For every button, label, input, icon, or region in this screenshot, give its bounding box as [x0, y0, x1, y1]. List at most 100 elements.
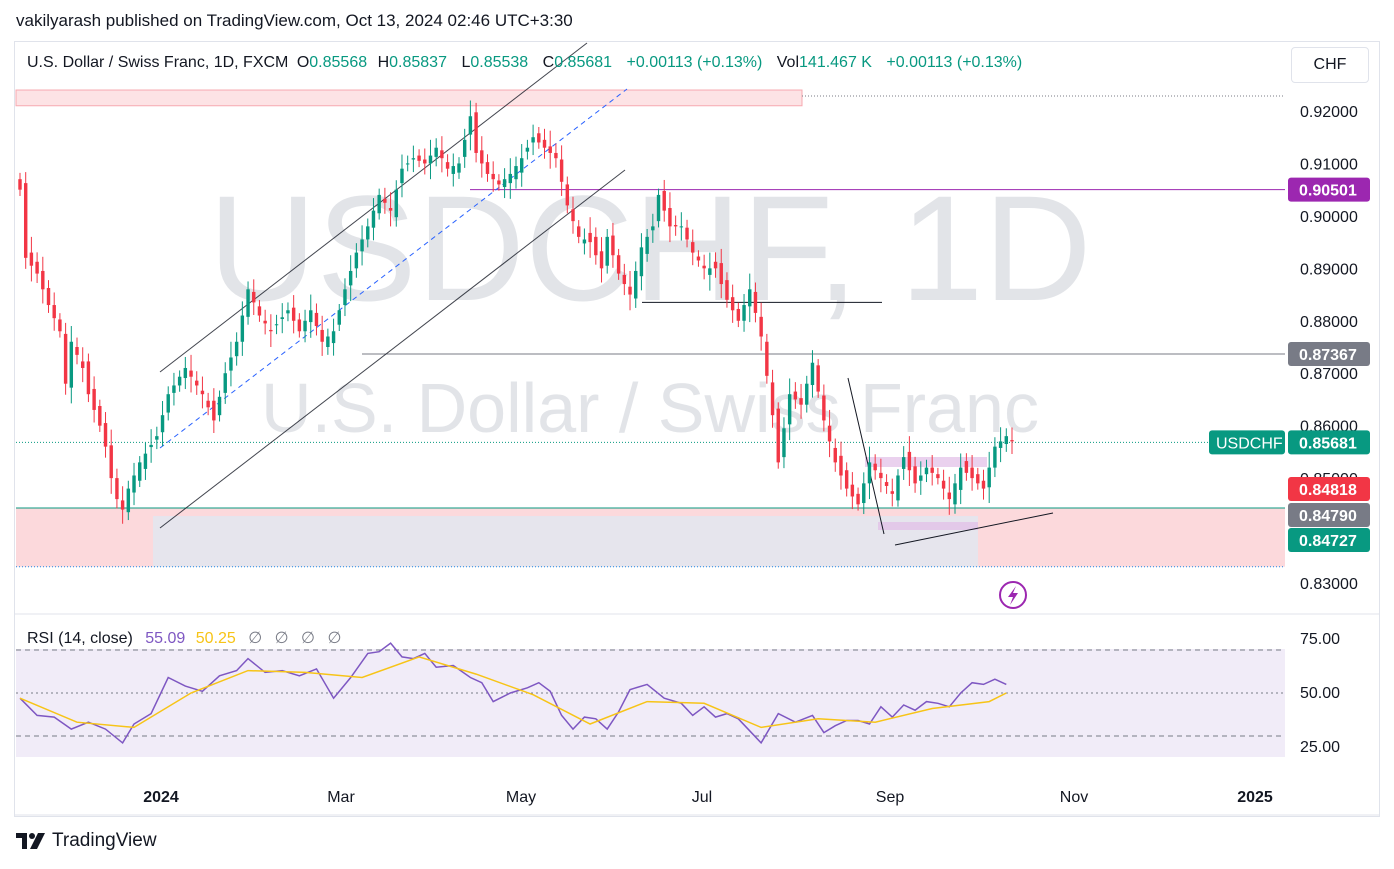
symbol-legend: U.S. Dollar / Swiss Franc, 1D, FXCM O0.8…: [27, 54, 1026, 72]
price-tag-label: 0.87367: [1299, 347, 1357, 364]
candle-body: [177, 376, 182, 386]
candle-body: [759, 316, 763, 337]
candle-body: [417, 155, 421, 161]
price-tag-label: 0.85681: [1299, 435, 1357, 452]
candle-body: [947, 492, 951, 500]
candle-body: [149, 444, 153, 448]
candle-body: [559, 159, 564, 182]
candle-body: [423, 159, 427, 164]
rsi-ma-value: 50.25: [195, 630, 236, 647]
candle-body: [998, 441, 1003, 448]
price-tag-label: 0.84790: [1299, 508, 1357, 525]
support-zone-overlay: [153, 516, 978, 567]
candle-body: [508, 173, 513, 184]
candle-body: [1010, 440, 1014, 442]
candle-body: [377, 194, 381, 214]
time-axis-tick-label: Sep: [876, 789, 905, 806]
candle-body: [765, 341, 769, 376]
rsi-axis-tick-label: 75.00: [1300, 631, 1340, 648]
candle-body: [212, 400, 216, 421]
candle-body: [907, 451, 912, 471]
candle-body: [913, 466, 917, 484]
candle-body: [206, 400, 210, 408]
candle-body: [884, 482, 889, 486]
candle-body: [92, 388, 96, 410]
candle-body: [309, 310, 313, 323]
candle-body: [400, 168, 404, 184]
footer-brand[interactable]: TradingView: [16, 830, 157, 852]
candle-body: [673, 225, 678, 227]
rsi-legend: RSI (14, close) 55.09 50.25 ∅ ∅ ∅ ∅: [27, 628, 341, 648]
candle-body: [195, 380, 199, 386]
rsi-label[interactable]: RSI (14, close): [27, 630, 133, 647]
price-tag: [1288, 430, 1370, 455]
candle-body: [405, 163, 410, 165]
candle-body: [970, 467, 974, 479]
candle-body: [793, 391, 798, 400]
symbol-name[interactable]: U.S. Dollar / Swiss Franc, 1D, FXCM: [27, 54, 289, 71]
chart-frame: [14, 41, 1380, 817]
candle-body: [23, 183, 28, 258]
candle-body: [810, 362, 815, 386]
open-label: O: [296, 54, 310, 71]
candle-body: [850, 484, 855, 497]
open-value: 0.85568: [309, 54, 368, 71]
candle-body: [645, 236, 649, 254]
candle-body: [183, 367, 188, 379]
price-axis-tick-label: 0.91000: [1300, 156, 1358, 173]
candle-body: [628, 286, 632, 295]
candle-body: [291, 307, 296, 321]
watermark-ticker: USDCHF, 1D: [208, 164, 1091, 332]
candle-body: [411, 158, 416, 160]
candle-body: [696, 256, 701, 261]
candle-body: [502, 179, 507, 188]
candle-body: [879, 472, 883, 479]
candle-body: [257, 306, 262, 316]
candle-body: [919, 475, 923, 481]
candle-body: [856, 493, 860, 505]
candle-body: [63, 333, 68, 384]
candle-body: [622, 274, 627, 285]
candle-body: [138, 462, 142, 481]
candle-body: [485, 162, 490, 174]
candle-body: [497, 180, 501, 185]
wedge-ascending-line: [894, 512, 1054, 546]
candle-body: [189, 370, 193, 377]
candle-body: [514, 166, 518, 180]
candle-body: [240, 315, 245, 342]
candle-body: [160, 415, 165, 433]
candle-body: [770, 382, 775, 416]
candle-body: [577, 226, 581, 237]
candle-body: [457, 163, 461, 173]
price-tag-label: 0.84727: [1299, 533, 1357, 550]
candle-body: [685, 227, 689, 240]
candle-body: [588, 232, 592, 243]
candle-body: [126, 488, 131, 513]
candle-body: [366, 226, 370, 240]
price-tag: [1288, 341, 1370, 366]
candle-body: [69, 341, 74, 388]
rsi-placeholder: ∅: [248, 630, 263, 647]
candle-body: [844, 470, 849, 489]
symbol-tag-label: USDCHF: [1216, 435, 1283, 452]
candle-body: [748, 289, 752, 307]
rsi-ma-line: [19, 656, 1007, 729]
candle-body: [428, 155, 433, 164]
candle-body: [519, 158, 524, 173]
candle-body: [200, 390, 205, 395]
candle-body: [320, 329, 324, 342]
candle-body: [656, 194, 661, 222]
time-axis-tick-label: 2024: [143, 789, 179, 806]
candle-body: [1004, 436, 1009, 445]
volume-label: Vol: [776, 54, 800, 71]
candle-body: [976, 474, 980, 484]
candle-body: [531, 137, 535, 143]
candle-body: [383, 198, 387, 203]
rsi-axis-tick-label: 50.00: [1300, 685, 1340, 702]
currency-button[interactable]: CHF: [1291, 47, 1369, 83]
candle-body: [172, 385, 176, 393]
candle-body: [166, 394, 170, 413]
volume-change-value: +0.00113 (+0.13%): [886, 54, 1023, 71]
candle-body: [491, 173, 495, 180]
